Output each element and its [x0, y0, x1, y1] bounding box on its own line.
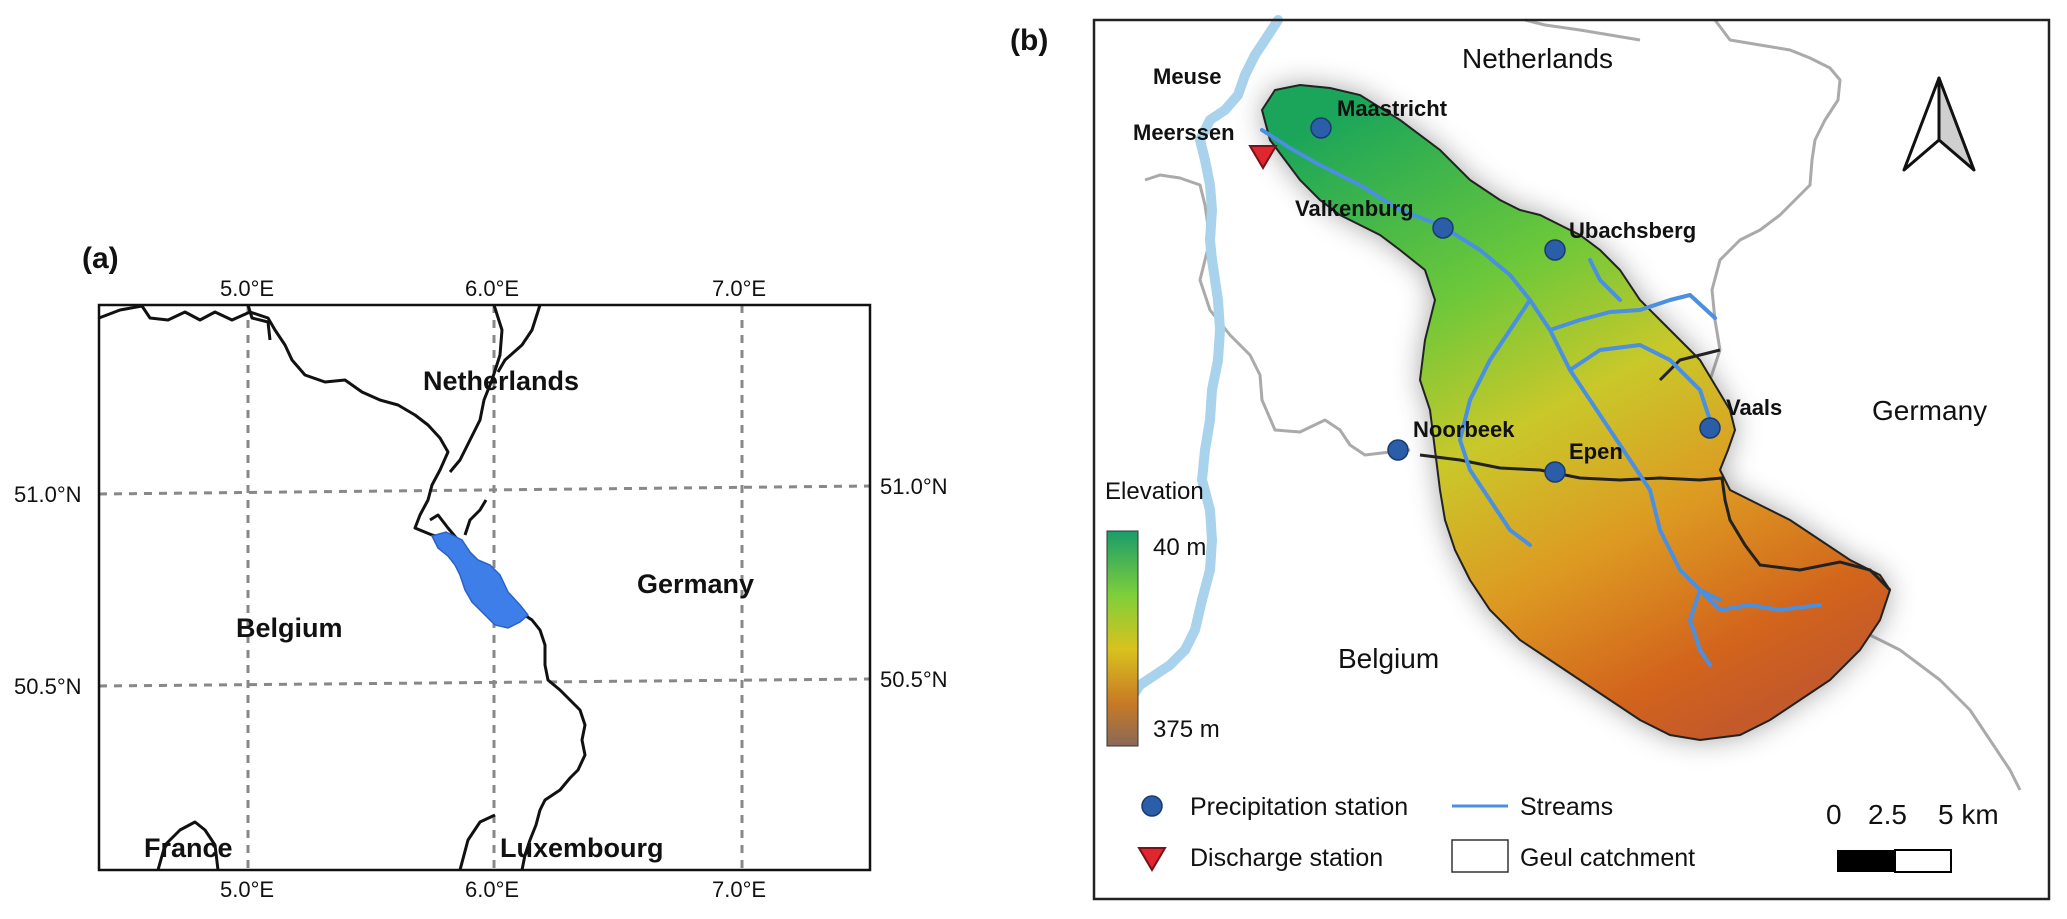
lon-tick-top-6e: 6.0°E	[465, 276, 519, 301]
lat-tick-right-50-5n: 50.5°N	[880, 667, 948, 692]
border-nl-de	[448, 304, 504, 473]
border-lu	[458, 813, 496, 871]
label-luxembourg-a: Luxembourg	[500, 833, 664, 863]
lon-tick-top-5e: 5.0°E	[220, 276, 274, 301]
north-arrow-right-half	[1937, 76, 1976, 172]
label-ubachsberg: Ubachsberg	[1569, 218, 1696, 243]
stream-south-tributary	[1688, 588, 1712, 667]
label-meerssen: Meerssen	[1133, 120, 1235, 145]
border-nl-east	[463, 499, 488, 536]
scale-label-5-km: 5 km	[1938, 799, 1999, 830]
station-vaals	[1699, 417, 1721, 439]
legend-station-symbol	[1141, 795, 1163, 817]
stream-west-tributary	[1458, 298, 1532, 547]
national-border-in-catchment	[1419, 453, 1892, 592]
scale-label-0: 0	[1826, 799, 1842, 830]
station-valkenburg	[1432, 217, 1454, 239]
geul-catchment-highlight	[430, 531, 530, 629]
legend-catchment-symbol	[1451, 839, 1509, 873]
station-epen	[1544, 461, 1566, 483]
stream-southeast-tributary	[1698, 588, 1822, 612]
elevation-max-label: 375 m	[1153, 716, 1220, 743]
border-nl-be-west	[1144, 173, 1411, 457]
border-nl-top	[1524, 18, 1641, 42]
lat-tick-right-51n: 51.0°N	[880, 474, 948, 499]
streams	[1260, 128, 1822, 667]
meuse-river	[1107, 15, 1283, 750]
station-ubachsberg	[1544, 239, 1566, 261]
lon-tick-bottom-6e: 6.0°E	[465, 877, 519, 902]
legend-geul-catchment: Geul catchment	[1520, 844, 1695, 872]
precipitation-stations	[1310, 117, 1721, 483]
north-arrow-icon	[1902, 76, 1976, 172]
legend-precipitation-station: Precipitation station	[1190, 793, 1408, 821]
panel-a-frame	[97, 303, 872, 872]
discharge-station-meerssen	[1248, 145, 1278, 170]
panel-a: (a) 5.0°E 6.0°E 7.0°E 5.0°E 6	[14, 242, 948, 902]
national-border-nl-de	[1658, 348, 1721, 382]
elevation-min-label: 40 m	[1153, 534, 1206, 561]
legend-discharge-station: Discharge station	[1190, 844, 1383, 872]
elevation-title: Elevation	[1105, 478, 1204, 505]
geul-catchment-terrain	[1260, 83, 1892, 742]
border-nl-de-north	[496, 304, 542, 373]
parallel-50-5n	[98, 677, 871, 688]
lat-tick-left-51n: 51.0°N	[14, 482, 82, 507]
label-france-a: France	[144, 833, 233, 863]
lon-tick-bottom-7e: 7.0°E	[712, 877, 766, 902]
label-epen: Epen	[1569, 439, 1623, 464]
stream-north-tributary	[1548, 293, 1717, 332]
label-noorbeek: Noorbeek	[1413, 417, 1515, 442]
label-vaals: Vaals	[1726, 395, 1782, 420]
label-netherlands-a: Netherlands	[423, 366, 579, 396]
panel-a-label: (a)	[82, 242, 119, 275]
panel-b-label: (b)	[1010, 24, 1048, 57]
border-be-nl-de-lu	[98, 304, 587, 871]
map-legend: Precipitation station Discharge station …	[1137, 793, 1695, 873]
panel-b-frame	[1092, 18, 2051, 901]
legend-streams: Streams	[1520, 793, 1613, 821]
label-germany-b: Germany	[1872, 395, 1987, 426]
scale-bar-white	[1894, 849, 1952, 873]
parallel-51n	[98, 484, 871, 496]
lat-tick-left-50-5n: 50.5°N	[14, 674, 82, 699]
station-maastricht	[1310, 117, 1332, 139]
scale-bar-black	[1837, 850, 1895, 872]
border-fr	[156, 820, 220, 871]
legend-discharge-symbol	[1137, 847, 1167, 872]
elevation-colorbar	[1106, 530, 1139, 747]
north-arrow-left-half	[1902, 76, 1941, 172]
label-valkenburg: Valkenburg	[1295, 196, 1414, 221]
border-coast	[246, 304, 272, 341]
country-borders	[98, 304, 587, 871]
stream-small-north	[1588, 258, 1622, 302]
lon-tick-bottom-5e: 5.0°E	[220, 877, 274, 902]
station-noorbeek	[1387, 439, 1409, 461]
label-meuse: Meuse	[1153, 64, 1221, 89]
graticule	[98, 305, 871, 870]
stream-east-tributary	[1568, 343, 1712, 422]
lon-tick-top-7e: 7.0°E	[712, 276, 766, 301]
elevation-panel-bg	[1096, 740, 1536, 770]
label-maastricht: Maastricht	[1337, 96, 1448, 121]
label-belgium-a: Belgium	[236, 613, 343, 643]
scale-bar: 0 2.5 5 km	[1826, 799, 1999, 873]
label-germany-a: Germany	[637, 569, 754, 599]
label-belgium-b: Belgium	[1338, 643, 1439, 674]
label-netherlands-b: Netherlands	[1462, 43, 1613, 74]
scale-label-2-5: 2.5	[1868, 799, 1907, 830]
panel-b: (b)	[1010, 15, 2051, 901]
